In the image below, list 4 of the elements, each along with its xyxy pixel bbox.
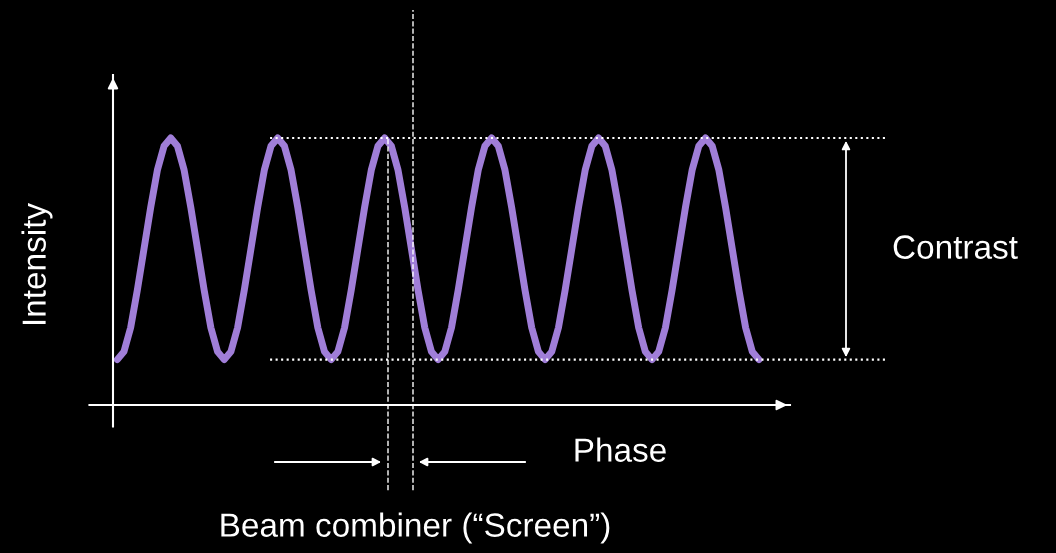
text: Beam combiner (“Screen”) <box>221 512 610 544</box>
text: Contrast <box>893 235 1018 259</box>
text: Phase <box>575 437 666 462</box>
y-axis-title: Intensity <box>21 202 53 324</box>
